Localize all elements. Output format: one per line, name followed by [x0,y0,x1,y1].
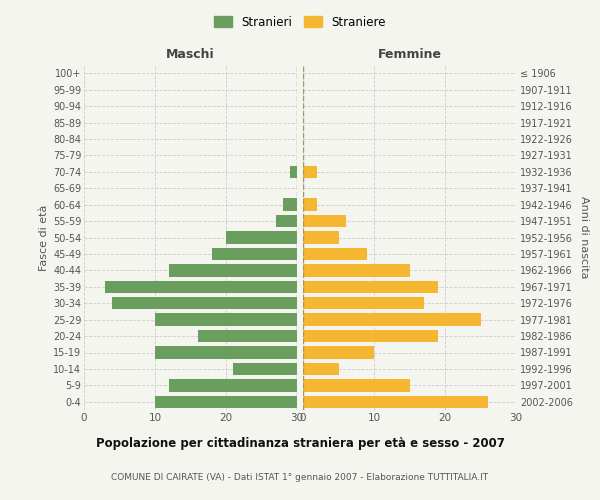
Bar [226,232,297,243]
Bar [303,215,346,227]
Y-axis label: Fasce di età: Fasce di età [38,204,49,270]
Bar [290,166,297,178]
Bar [303,379,410,392]
Bar [303,232,338,243]
Bar [303,198,317,211]
Bar [303,314,481,326]
Bar [212,248,297,260]
Title: Femmine: Femmine [377,48,442,61]
Bar [106,280,297,293]
Bar [303,248,367,260]
Bar [276,215,297,227]
Bar [197,330,297,342]
Bar [303,297,424,310]
Bar [303,346,374,358]
Bar [283,198,297,211]
Bar [169,379,297,392]
Y-axis label: Anni di nascita: Anni di nascita [578,196,589,279]
Text: Popolazione per cittadinanza straniera per età e sesso - 2007: Popolazione per cittadinanza straniera p… [95,438,505,450]
Text: COMUNE DI CAIRATE (VA) - Dati ISTAT 1° gennaio 2007 - Elaborazione TUTTITALIA.IT: COMUNE DI CAIRATE (VA) - Dati ISTAT 1° g… [112,473,488,482]
Bar [303,264,410,276]
Legend: Stranieri, Straniere: Stranieri, Straniere [209,11,391,34]
Bar [155,346,297,358]
Bar [303,330,438,342]
Bar [303,280,438,293]
Bar [169,264,297,276]
Bar [303,396,488,408]
Title: Maschi: Maschi [166,48,215,61]
Bar [155,314,297,326]
Bar [112,297,297,310]
Bar [155,396,297,408]
Bar [233,363,297,375]
Bar [303,166,317,178]
Bar [303,363,338,375]
